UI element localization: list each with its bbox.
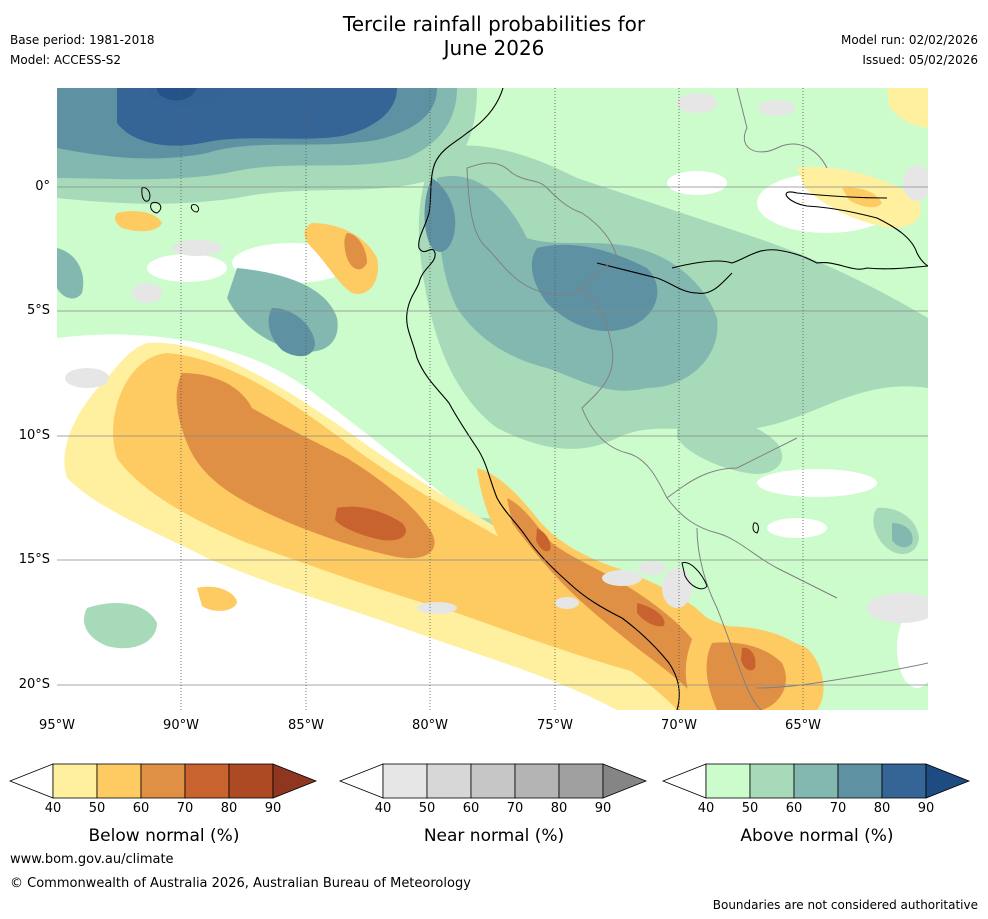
colorbar-near-tick: 40 — [374, 801, 392, 816]
lat-gridlines — [57, 186, 928, 686]
colorbar-below-cell — [184, 763, 230, 799]
colorbar-near-tick: 50 — [418, 801, 436, 816]
colorbar-below-cell — [52, 763, 98, 799]
colorbar-above-over-arrow — [925, 763, 971, 799]
title-line-2: June 2026 — [443, 36, 545, 60]
colorbar-above-tick: 60 — [785, 801, 803, 816]
colorbar-below-cell — [96, 763, 142, 799]
colorbar-above-cell — [705, 763, 751, 799]
coastline — [406, 88, 928, 710]
issued-text: Issued: 05/02/2026 — [862, 53, 978, 67]
model-run-text: Model run: 02/02/2026 — [840, 33, 978, 47]
lon-label-80w: 80°W — [412, 718, 448, 733]
colorbar-near-cell — [514, 763, 560, 799]
colorbar-near-tick: 90 — [594, 801, 612, 816]
colorbar-above-title: Above normal (%) — [740, 826, 894, 846]
colorbar-above-cell — [749, 763, 795, 799]
meta-left: Base period: 1981-2018 Model: ACCESS-S2 — [10, 30, 155, 70]
colorbar-above-cells — [661, 763, 971, 799]
colorbar-near-cells — [338, 763, 648, 799]
lon-label-75w: 75°W — [537, 718, 573, 733]
colorbar-above-tick: 50 — [741, 801, 759, 816]
colorbar-above-cell — [793, 763, 839, 799]
colorbar-above-tick: 90 — [917, 801, 935, 816]
colorbar-below-tick: 90 — [264, 801, 282, 816]
colorbar-near-cell — [470, 763, 516, 799]
colorbar-above-under-arrow — [661, 763, 707, 799]
colorbar-below-over-arrow — [272, 763, 318, 799]
base-period-text: Base period: 1981-2018 — [10, 33, 155, 47]
lat-label-10s: 10°S — [18, 428, 50, 443]
colorbar-below-tick: 40 — [44, 801, 62, 816]
colorbar-near-under-arrow — [338, 763, 384, 799]
colorbar-above-tick: 70 — [829, 801, 847, 816]
colorbar-near-cell — [426, 763, 472, 799]
colorbar-above — [661, 763, 971, 799]
colorbar-below — [8, 763, 318, 799]
lat-label-15s: 15°S — [18, 552, 50, 567]
lon-label-70w: 70°W — [661, 718, 697, 733]
colorbar-below-cell — [140, 763, 186, 799]
source-url: www.bom.gov.au/climate — [10, 852, 174, 867]
disclaimer-text: Boundaries are not considered authoritat… — [712, 898, 978, 912]
colorbar-near-tick: 80 — [550, 801, 568, 816]
colorbar-near-cell — [558, 763, 604, 799]
colorbar-above-cell — [837, 763, 883, 799]
colorbar-above-tick: 80 — [873, 801, 891, 816]
colorbar-near — [338, 763, 648, 799]
country-borders — [466, 88, 928, 710]
above-normal-north — [57, 88, 497, 223]
map-title: Tercile rainfall probabilities for June … — [0, 12, 988, 60]
colorbar-below-cells — [8, 763, 318, 799]
lat-label-5s: 5°S — [26, 303, 50, 318]
colorbar-above-cell — [881, 763, 927, 799]
lat-label-20s: 20°S — [18, 677, 50, 692]
near-normal-regions — [65, 93, 928, 623]
colorbar-near-title: Near normal (%) — [423, 826, 565, 846]
colorbar-near-cell — [382, 763, 428, 799]
colorbar-below-tick: 60 — [132, 801, 150, 816]
meta-right: Model run: 02/02/2026 Issued: 05/02/2026 — [841, 30, 978, 70]
islands — [141, 187, 759, 590]
colorbar-below-tick: 70 — [176, 801, 194, 816]
lon-label-90w: 90°W — [163, 718, 199, 733]
probability-field — [57, 88, 928, 710]
colorbar-below-tick: 80 — [220, 801, 238, 816]
title-line-1: Tercile rainfall probabilities for — [342, 12, 646, 36]
lon-label-95w: 95°W — [39, 718, 75, 733]
colorbar-below-tick: 50 — [88, 801, 106, 816]
colorbar-above-tick: 40 — [697, 801, 715, 816]
colorbar-near-tick: 70 — [506, 801, 524, 816]
probability-map — [57, 88, 928, 710]
colorbar-near-tick: 60 — [462, 801, 480, 816]
copyright-text: © Commonwealth of Australia 2026, Austra… — [10, 876, 471, 891]
above-normal-land — [57, 145, 928, 649]
lon-label-65w: 65°W — [785, 718, 821, 733]
lon-label-85w: 85°W — [288, 718, 324, 733]
lat-label-0: 0° — [35, 179, 50, 194]
colorbar-below-cell — [228, 763, 274, 799]
model-text: Model: ACCESS-S2 — [10, 53, 122, 67]
colorbar-below-under-arrow — [8, 763, 54, 799]
colorbar-near-over-arrow — [602, 763, 648, 799]
colorbar-below-title: Below normal (%) — [88, 826, 240, 846]
